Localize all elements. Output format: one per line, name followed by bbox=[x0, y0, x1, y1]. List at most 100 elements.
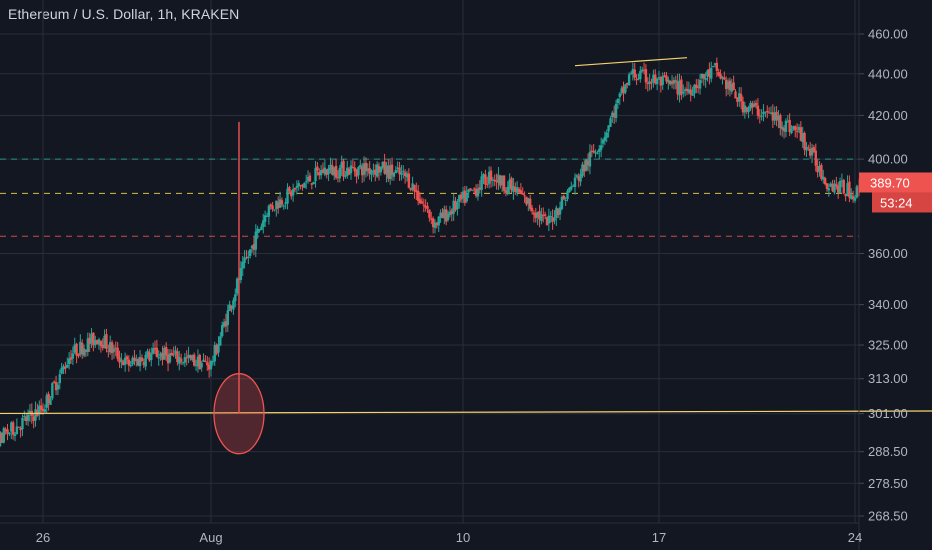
candle-body bbox=[164, 347, 168, 356]
candle-body bbox=[69, 357, 73, 360]
candle-body bbox=[465, 193, 468, 202]
price-tick-label: 288.50 bbox=[868, 444, 908, 459]
candle-body bbox=[717, 72, 720, 76]
candle-body bbox=[704, 78, 707, 80]
candle-body bbox=[799, 127, 803, 141]
candle-body bbox=[276, 202, 280, 209]
candle-body bbox=[469, 188, 472, 191]
candle-body bbox=[71, 353, 75, 359]
candle-body bbox=[568, 187, 571, 193]
candle-body bbox=[329, 164, 332, 170]
candle-body bbox=[396, 167, 399, 169]
candle-body bbox=[739, 94, 743, 102]
candle-body bbox=[368, 168, 371, 174]
candle-body bbox=[517, 188, 521, 192]
candle-body bbox=[424, 205, 427, 208]
candle-body bbox=[364, 162, 368, 172]
candle-body bbox=[385, 165, 388, 175]
candle-body bbox=[202, 359, 205, 362]
candle-body bbox=[724, 80, 728, 90]
candle-body bbox=[114, 347, 117, 349]
candle-body bbox=[262, 220, 265, 227]
candle-body bbox=[230, 305, 233, 309]
candle-body bbox=[47, 393, 50, 404]
candle-body bbox=[448, 212, 452, 216]
candle-body bbox=[728, 80, 732, 91]
candle-body bbox=[381, 162, 384, 168]
candle-body bbox=[715, 62, 719, 71]
candle-body bbox=[598, 148, 601, 152]
candle-body bbox=[579, 174, 582, 182]
candle-body bbox=[478, 187, 481, 190]
candle-body bbox=[170, 352, 173, 356]
candle-body bbox=[144, 354, 147, 367]
candle-body bbox=[573, 177, 577, 188]
candle-body bbox=[418, 199, 422, 204]
candle-body bbox=[60, 367, 63, 374]
candle-body bbox=[52, 381, 56, 383]
candle-body bbox=[247, 256, 250, 258]
candle-body bbox=[661, 76, 664, 85]
candle-body bbox=[407, 173, 411, 188]
price-axis[interactable]: 460.00 440.00 420.00 400.00 360.00 340.00 325.… bbox=[859, 27, 908, 524]
candle-body bbox=[97, 339, 101, 345]
chart-title: Ethereum / U.S. Dollar, 1h, KRAKEN bbox=[8, 6, 240, 22]
candle-body bbox=[456, 202, 459, 210]
candle-body bbox=[480, 176, 483, 190]
candle-body bbox=[439, 212, 442, 219]
candle-body bbox=[174, 350, 177, 354]
candle-body bbox=[413, 184, 416, 192]
candle-body bbox=[122, 361, 125, 366]
candle-body bbox=[267, 205, 271, 217]
candle-body bbox=[794, 126, 797, 131]
candle-body bbox=[206, 362, 209, 366]
candle-body bbox=[581, 164, 584, 176]
candle-body bbox=[807, 147, 810, 149]
candle-body bbox=[831, 183, 834, 191]
candle-body bbox=[575, 175, 579, 177]
candle-body bbox=[25, 416, 28, 422]
candle-body bbox=[191, 355, 194, 361]
candle-body bbox=[523, 195, 526, 197]
candle-body bbox=[747, 107, 750, 113]
candle-body bbox=[674, 80, 677, 83]
candle-body bbox=[13, 434, 17, 437]
time-axis[interactable]: 26 Aug 10 17 24 bbox=[36, 530, 862, 545]
candle-body bbox=[751, 103, 754, 108]
candle-body bbox=[663, 75, 666, 77]
candle-body bbox=[459, 194, 463, 200]
candle-body bbox=[86, 338, 89, 352]
candle-body bbox=[489, 170, 493, 181]
candle-body bbox=[357, 167, 360, 176]
candle-body bbox=[605, 132, 608, 138]
candle-body bbox=[319, 170, 323, 176]
candle-body bbox=[150, 353, 153, 360]
candle-body bbox=[194, 364, 198, 366]
candle-body bbox=[6, 429, 9, 434]
candle-body bbox=[179, 358, 183, 362]
candle-body bbox=[402, 170, 405, 172]
candle-body bbox=[204, 361, 207, 363]
candle-body bbox=[708, 69, 711, 78]
candle-body bbox=[504, 190, 508, 193]
candle-body bbox=[138, 357, 142, 367]
candle-body bbox=[515, 187, 519, 193]
candle-body bbox=[347, 169, 351, 175]
candle-body bbox=[599, 145, 603, 150]
candle-body bbox=[640, 69, 644, 72]
candle-body bbox=[624, 84, 627, 93]
candle-body bbox=[476, 188, 480, 197]
candle-body bbox=[562, 195, 565, 200]
candle-body bbox=[224, 321, 228, 327]
candle-body bbox=[374, 169, 377, 175]
candle-body bbox=[754, 102, 758, 106]
candle-body bbox=[58, 374, 61, 384]
candle-body bbox=[318, 172, 321, 176]
candle-body bbox=[458, 195, 461, 202]
candle-body bbox=[34, 409, 37, 421]
candle-body bbox=[392, 172, 396, 177]
candle-body bbox=[441, 212, 444, 219]
candle-body bbox=[738, 93, 741, 102]
candle-body bbox=[416, 190, 420, 201]
